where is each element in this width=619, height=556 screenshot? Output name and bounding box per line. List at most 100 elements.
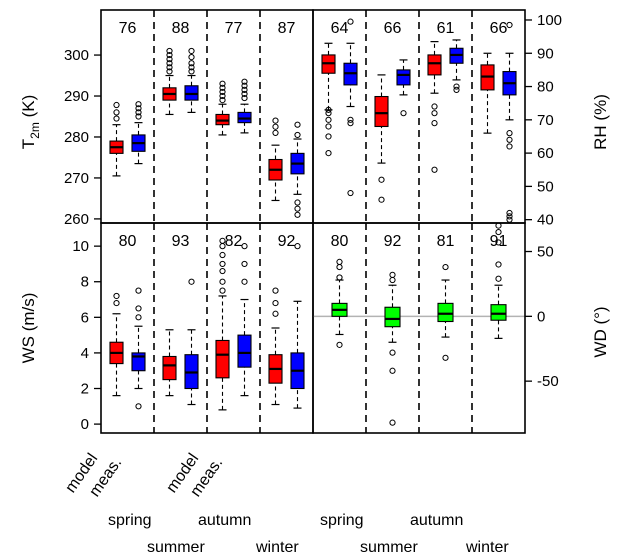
box-body — [437, 302, 454, 323]
outlier-point — [272, 123, 279, 130]
y-tick-label: 300 — [64, 47, 89, 64]
outlier-point — [188, 64, 195, 71]
y-axis-title-rh: RH (%) — [591, 94, 610, 150]
y-tick-label: 90 — [537, 45, 554, 62]
season-label-spring-left: spring — [108, 512, 152, 529]
outlier-point — [166, 68, 173, 75]
outlier-point — [135, 403, 142, 410]
season-label-spring-right: spring — [320, 512, 364, 529]
sample-count: 82 — [225, 233, 243, 250]
box-body — [237, 334, 252, 368]
outlier-point — [188, 54, 195, 61]
outlier-point — [241, 90, 248, 98]
y-tick-label: 0 — [81, 416, 89, 433]
box-body — [215, 339, 230, 379]
outlier-point — [495, 228, 502, 236]
y-axis-title-ws-part: WS (m/s) — [19, 293, 38, 364]
box-autumn-model-minus-meas — [437, 263, 454, 361]
sample-count: 77 — [225, 20, 243, 37]
sample-count: 81 — [437, 233, 455, 250]
y-tick-label: 8 — [81, 274, 89, 291]
outlier-point — [325, 110, 332, 117]
outlier-point — [294, 131, 301, 139]
box-spring-meas — [131, 287, 146, 410]
sample-count: 66 — [490, 20, 508, 37]
sample-count: 61 — [437, 20, 455, 37]
outlier-point — [378, 196, 385, 203]
outlier-point — [506, 21, 513, 29]
y-tick-label: 10 — [72, 238, 89, 255]
outlier-point — [166, 64, 173, 71]
y-tick-label: -50 — [537, 373, 559, 390]
box-autumn-meas — [237, 78, 252, 134]
outlier-point — [272, 299, 279, 307]
outlier-point — [431, 166, 438, 173]
outlier-point — [294, 211, 301, 218]
outlier-point — [442, 263, 449, 271]
outlier-point — [272, 310, 279, 317]
outlier-point — [336, 274, 343, 281]
outlier-point — [135, 314, 142, 321]
outlier-point — [431, 120, 438, 127]
season-label-winter-left: winter — [255, 539, 299, 556]
y-tick-label: 6 — [81, 309, 89, 326]
outlier-point — [336, 341, 343, 348]
outlier-point — [325, 133, 332, 140]
y-axis-title-temperature: T2m (K) — [19, 95, 42, 149]
y-tick-label: 0 — [537, 308, 545, 325]
outlier-point — [241, 260, 248, 268]
outlier-point — [135, 305, 142, 312]
outlier-point — [219, 88, 226, 96]
season-label-summer-right: summer — [360, 539, 418, 556]
outlier-point — [219, 237, 226, 244]
box-body — [374, 95, 389, 128]
outlier-point — [506, 130, 513, 137]
outlier-point — [113, 115, 120, 122]
outlier-point — [453, 86, 460, 93]
outlier-point — [389, 367, 396, 374]
panel-bottom-left: 0 2 4 6 8 10 80 93 82 92 — [72, 222, 314, 434]
box-spring-meas — [131, 101, 146, 165]
y-axis-title-wd-part: WD (°) — [591, 306, 610, 357]
y-axis-title-temperature-part: (K) — [19, 95, 38, 122]
outlier-point — [241, 278, 248, 285]
sample-count: 88 — [172, 20, 190, 37]
outlier-point — [135, 109, 142, 116]
outlier-point — [495, 275, 502, 282]
outlier-point — [325, 106, 332, 113]
box-spring-model-minus-meas — [331, 258, 348, 348]
y-axis-title-rh-part: RH (%) — [591, 94, 610, 150]
outlier-point — [113, 101, 120, 109]
outlier-point — [272, 129, 279, 136]
box-spring-model — [109, 101, 124, 177]
outlier-point — [241, 86, 248, 93]
box-autumn-model — [427, 41, 442, 173]
outlier-point — [166, 56, 173, 63]
box-summer-meas — [396, 59, 411, 117]
box-body — [490, 304, 507, 321]
box-winter-model — [480, 52, 495, 134]
box-winter-model — [268, 287, 283, 406]
outlier-point — [188, 68, 195, 75]
outlier-point — [294, 121, 301, 128]
box-summer-meas — [184, 278, 199, 406]
sample-count: 80 — [331, 233, 349, 250]
y-tick-label: 50 — [537, 244, 554, 261]
outlier-point — [219, 80, 226, 87]
y-tick-label: 100 — [537, 12, 562, 29]
outlier-point — [135, 113, 142, 120]
outlier-point — [506, 209, 513, 217]
outlier-point — [166, 60, 173, 67]
box-autumn-model — [215, 237, 230, 411]
outlier-point — [135, 101, 142, 108]
panel-top-left: 260 270 280 290 300 76 88 77 87 — [64, 9, 314, 228]
outlier-point — [347, 116, 354, 123]
outlier-point — [294, 199, 301, 206]
outlier-point — [219, 97, 226, 104]
box-winter-model — [268, 117, 283, 202]
outlier-point — [325, 116, 332, 123]
outlier-point — [219, 84, 226, 91]
box-summer-model — [162, 47, 177, 116]
outlier-point — [219, 287, 226, 294]
